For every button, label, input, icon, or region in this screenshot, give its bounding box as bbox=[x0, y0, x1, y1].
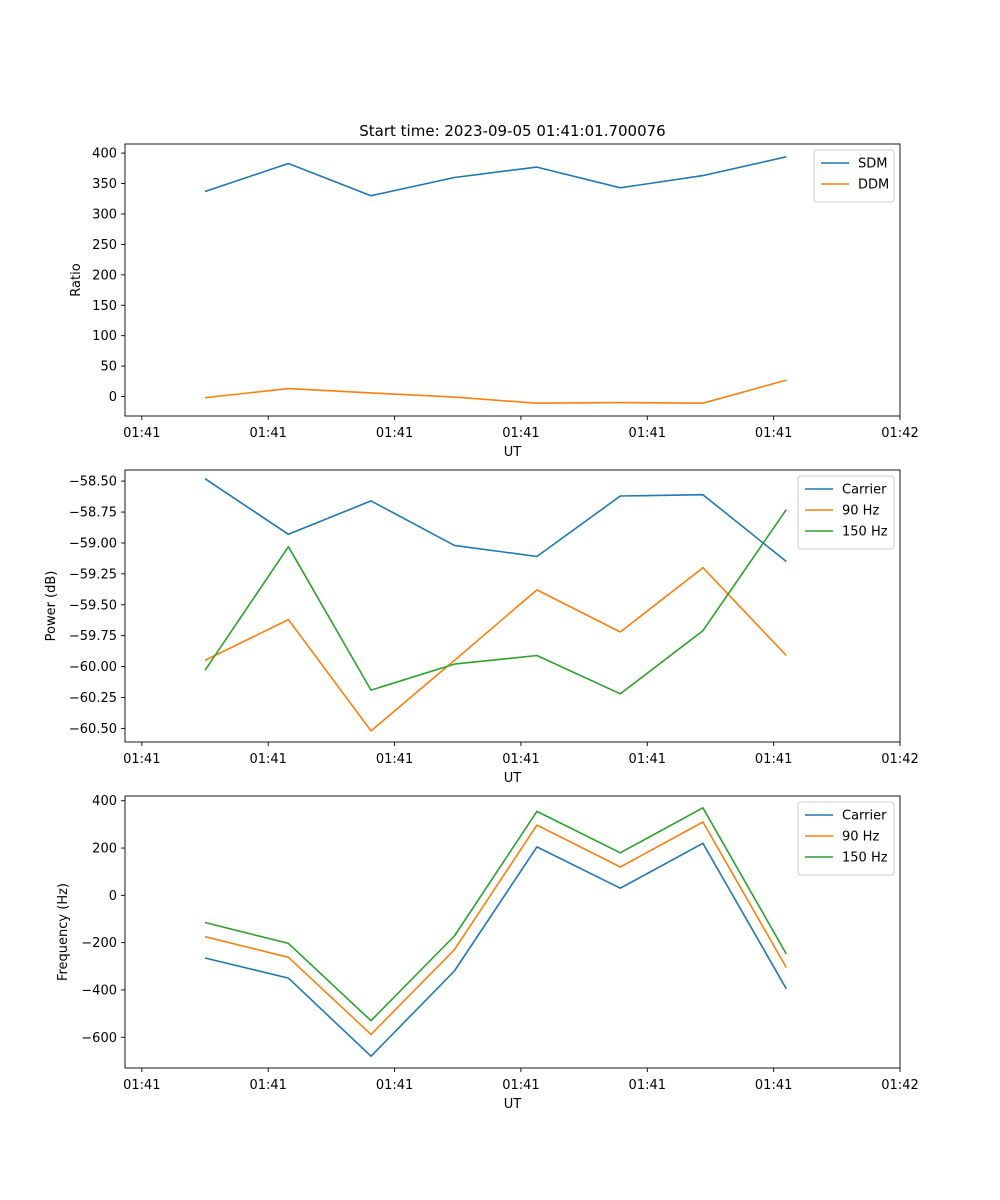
power-series-90-hz-line bbox=[204, 566, 787, 732]
frequency-axes-frame bbox=[124, 795, 901, 1069]
frequency-x-tick-label: 01:41 bbox=[629, 1078, 666, 1093]
frequency-y-tick-label: −200 bbox=[81, 936, 117, 951]
ratio-legend-label-sdm: SDM bbox=[858, 157, 887, 172]
frequency-x-tick-label: 01:41 bbox=[123, 1078, 160, 1093]
power-y-tick-label: −60.00 bbox=[69, 660, 117, 675]
frequency-x-tick-label: 01:41 bbox=[376, 1078, 413, 1093]
frequency-panel: 01:41 01:41 01:41 01:41 01:41 01:41 01:42 400 20… bbox=[56, 794, 919, 1112]
power-x-tick-label: 01:41 bbox=[629, 752, 666, 767]
power-axes-frame bbox=[124, 469, 901, 743]
ratio-x-axis-label: UT bbox=[504, 445, 522, 460]
figure-title: Start time: 2023-09-05 01:41:01.700076 bbox=[359, 122, 665, 140]
frequency-x-tick-label: 01:41 bbox=[249, 1078, 286, 1093]
ratio-x-tick-label: 01:41 bbox=[249, 426, 286, 441]
power-series-carrier-line bbox=[204, 478, 787, 563]
frequency-y-tick-label: 200 bbox=[92, 842, 117, 857]
ratio-legend-label-ddm: DDM bbox=[858, 178, 889, 193]
ratio-series-ddm-line bbox=[204, 379, 787, 405]
ratio-panel: Start time: 2023-09-05 01:41:01.700076 0… bbox=[69, 122, 919, 460]
power-y-tick-label: −60.25 bbox=[69, 691, 117, 706]
frequency-series-90-hz-line bbox=[204, 821, 787, 1036]
frequency-legend-label-150-hz: 150 Hz bbox=[842, 851, 888, 866]
power-y-axis-label: Power (dB) bbox=[44, 571, 59, 642]
ratio-x-tick-label: 01:41 bbox=[123, 426, 160, 441]
frequency-legend: Carrier 90 Hz 150 Hz bbox=[797, 801, 895, 876]
frequency-y-tick-label: 0 bbox=[109, 889, 117, 904]
power-x-tick-label: 01:41 bbox=[249, 752, 286, 767]
power-y-tick-label: −60.50 bbox=[69, 722, 117, 737]
ratio-y-tick-label: 150 bbox=[92, 299, 117, 314]
ratio-x-tick-label: 01:41 bbox=[629, 426, 666, 441]
power-y-tick-label: −59.50 bbox=[69, 598, 117, 613]
power-x-tick-label: 01:41 bbox=[123, 752, 160, 767]
ratio-y-tick-label: 300 bbox=[92, 207, 117, 222]
ratio-y-tick-label: 200 bbox=[92, 268, 117, 283]
frequency-legend-label-90-hz: 90 Hz bbox=[842, 830, 879, 845]
power-series-150-hz-line bbox=[204, 509, 787, 695]
power-legend: Carrier 90 Hz 150 Hz bbox=[797, 475, 895, 550]
frequency-y-axis-label: Frequency (Hz) bbox=[56, 883, 71, 981]
power-x-tick-label: 01:41 bbox=[376, 752, 413, 767]
power-y-tick-label: −59.75 bbox=[69, 629, 117, 644]
power-legend-label-90-hz: 90 Hz bbox=[842, 504, 879, 519]
frequency-y-tick-label: −400 bbox=[81, 983, 117, 998]
ratio-x-tick-label: 01:41 bbox=[376, 426, 413, 441]
ratio-y-tick-label: 250 bbox=[92, 238, 117, 253]
power-x-axis-label: UT bbox=[504, 771, 522, 786]
power-y-tick-label: −58.50 bbox=[69, 475, 117, 490]
ratio-axes-frame bbox=[124, 143, 901, 417]
ratio-y-axis-label: Ratio bbox=[69, 263, 84, 296]
power-legend-label-carrier: Carrier bbox=[842, 483, 887, 498]
ratio-x-tick-label: 01:42 bbox=[881, 426, 918, 441]
frequency-legend-label-carrier: Carrier bbox=[842, 809, 887, 824]
power-panel: 01:41 01:41 01:41 01:41 01:41 01:41 01:42 −58.5… bbox=[44, 469, 919, 786]
frequency-series-carrier-line bbox=[204, 842, 787, 1057]
ratio-legend: SDM DDM bbox=[813, 149, 895, 203]
ratio-y-tick-label: 50 bbox=[100, 360, 117, 375]
frequency-series-150-hz-line bbox=[204, 806, 787, 1022]
power-legend-label-150-hz: 150 Hz bbox=[842, 525, 888, 540]
ratio-y-tick-label: 0 bbox=[109, 390, 117, 405]
frequency-x-tick-label: 01:41 bbox=[502, 1078, 539, 1093]
frequency-y-tick-label: −600 bbox=[81, 1031, 117, 1046]
frequency-y-tick-label: 400 bbox=[92, 794, 117, 809]
frequency-x-tick-label: 01:41 bbox=[755, 1078, 792, 1093]
ratio-y-tick-label: 350 bbox=[92, 177, 117, 192]
frequency-x-tick-label: 01:42 bbox=[881, 1078, 918, 1093]
frequency-x-axis-label: UT bbox=[504, 1097, 522, 1112]
ratio-y-tick-label: 400 bbox=[92, 147, 117, 162]
ratio-x-tick-label: 01:41 bbox=[755, 426, 792, 441]
power-y-tick-label: −58.75 bbox=[69, 506, 117, 521]
power-x-tick-label: 01:41 bbox=[755, 752, 792, 767]
ratio-y-tick-label: 100 bbox=[92, 329, 117, 344]
power-y-tick-label: −59.00 bbox=[69, 536, 117, 551]
power-x-tick-label: 01:42 bbox=[881, 752, 918, 767]
ratio-series-sdm-line bbox=[204, 156, 787, 197]
power-x-tick-label: 01:41 bbox=[502, 752, 539, 767]
ratio-x-tick-label: 01:41 bbox=[502, 426, 539, 441]
power-y-tick-label: −59.25 bbox=[69, 567, 117, 582]
